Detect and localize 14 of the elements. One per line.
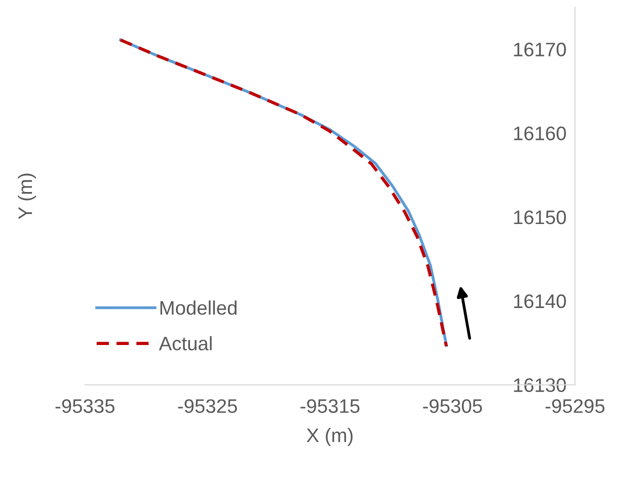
x-tick-label: -95305 [423,399,482,413]
x-tick-label: -95315 [300,399,360,413]
legend-label: Modelled [160,300,237,315]
y-tick-label: 16130 [514,378,566,392]
x-tick-label: -95295 [546,399,604,413]
y-tick-label: 16170 [514,42,566,56]
y-tick-label: 16160 [514,126,566,140]
legend-label: Actual [158,336,212,350]
x-tick-label: -95335 [56,399,114,413]
x-tick-label: -95325 [178,399,237,413]
y-tick-label: 16150 [514,210,566,224]
x-axis-title: X (m) [306,428,353,446]
y-axis-title: Y (m) [18,174,36,220]
y-tick-label: 16140 [514,294,566,308]
